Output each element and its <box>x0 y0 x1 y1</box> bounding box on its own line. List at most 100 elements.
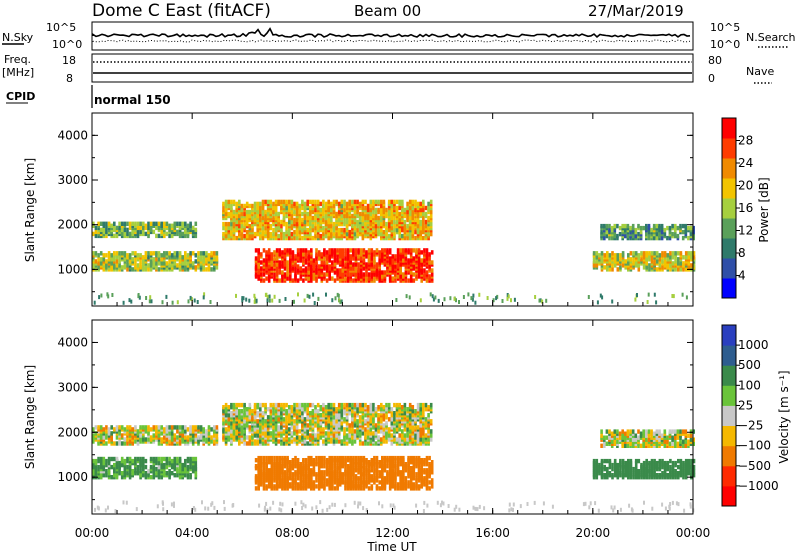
range-cell <box>194 227 198 233</box>
range-cell <box>417 274 421 279</box>
range-cell <box>230 221 233 227</box>
range-cell <box>327 235 330 241</box>
range-cell <box>372 402 375 408</box>
range-cell <box>173 221 177 226</box>
range-cell <box>374 223 378 229</box>
range-cell <box>345 201 349 207</box>
range-cell <box>256 411 259 416</box>
range-cell <box>126 263 129 268</box>
range-cell <box>115 259 119 264</box>
range-cell <box>303 298 306 303</box>
range-cell <box>202 427 205 432</box>
range-cell <box>323 272 326 277</box>
range-cell <box>309 215 312 221</box>
range-cell <box>120 441 124 446</box>
range-cell <box>327 199 330 205</box>
range-cell <box>348 402 351 408</box>
range-cell <box>267 455 271 461</box>
range-cell <box>152 425 156 430</box>
range-cell <box>290 199 294 205</box>
range-cell <box>603 235 606 241</box>
range-cell <box>270 476 274 481</box>
range-cell <box>144 265 148 270</box>
range-cell <box>486 296 489 300</box>
range-cell <box>267 468 271 473</box>
range-cell <box>280 219 283 225</box>
range-cell <box>232 235 236 241</box>
range-cell <box>291 484 295 489</box>
range-cell <box>409 248 413 253</box>
range-cell <box>601 295 604 300</box>
range-cell <box>248 415 252 420</box>
range-cell <box>227 225 231 231</box>
range-cell <box>608 267 612 272</box>
range-cell <box>302 458 305 463</box>
range-cell <box>178 441 182 446</box>
range-cell <box>274 211 278 217</box>
range-cell <box>380 231 383 237</box>
range-cell <box>187 299 190 304</box>
range-cell <box>118 425 121 430</box>
range-cell <box>173 464 177 470</box>
range-cell <box>261 419 265 424</box>
range-cell <box>603 253 606 258</box>
range-cell <box>118 251 121 256</box>
range-cell <box>402 258 405 263</box>
range-cell <box>619 253 622 258</box>
range-cell <box>209 300 212 304</box>
range-cell <box>147 425 150 430</box>
range-cell <box>291 472 295 477</box>
range-cell <box>165 221 169 226</box>
range-cell <box>393 411 396 416</box>
range-cell <box>332 221 336 227</box>
range-cell <box>92 251 95 256</box>
range-cell <box>243 221 246 227</box>
range-cell <box>383 260 387 265</box>
range-cell <box>306 435 309 440</box>
range-cell <box>600 229 603 235</box>
range-cell <box>425 252 429 257</box>
range-cell <box>257 254 260 259</box>
range-cell <box>395 437 399 442</box>
range-cell <box>424 433 428 438</box>
range-cell <box>267 256 271 261</box>
range-cell <box>341 252 345 257</box>
range-cell <box>170 471 174 476</box>
range-cell <box>224 221 228 227</box>
range-cell <box>325 278 329 283</box>
range-cell <box>207 431 211 436</box>
range-cell <box>181 255 184 260</box>
range-cell <box>386 248 389 253</box>
range-cell <box>303 225 307 231</box>
range-cell <box>238 231 241 237</box>
range-cell <box>257 484 260 489</box>
range-cell <box>378 258 381 263</box>
range-cell <box>311 409 315 414</box>
range-cell <box>332 231 336 237</box>
range-cell <box>320 252 324 257</box>
range-cell <box>293 402 296 408</box>
range-cell <box>207 253 211 258</box>
range-cell <box>314 405 317 410</box>
range-cell <box>275 272 279 277</box>
range-cell <box>245 417 249 422</box>
range-cell <box>245 209 249 215</box>
range-cell <box>285 425 288 430</box>
range-cell <box>102 460 106 466</box>
range-cell <box>357 266 360 271</box>
range-cell <box>367 272 371 277</box>
range-cell <box>416 201 420 207</box>
range-cell <box>264 419 267 424</box>
range-cell <box>270 460 274 465</box>
range-cell <box>634 233 638 239</box>
range-cell <box>332 415 336 420</box>
range-cell <box>319 405 323 410</box>
range-cell <box>428 256 431 261</box>
range-cell <box>298 411 302 416</box>
range-cell <box>681 223 685 229</box>
range-cell <box>406 223 409 229</box>
range-cell <box>126 471 129 476</box>
range-cell <box>240 409 244 414</box>
range-cell <box>176 473 179 478</box>
range-cell <box>248 298 251 303</box>
